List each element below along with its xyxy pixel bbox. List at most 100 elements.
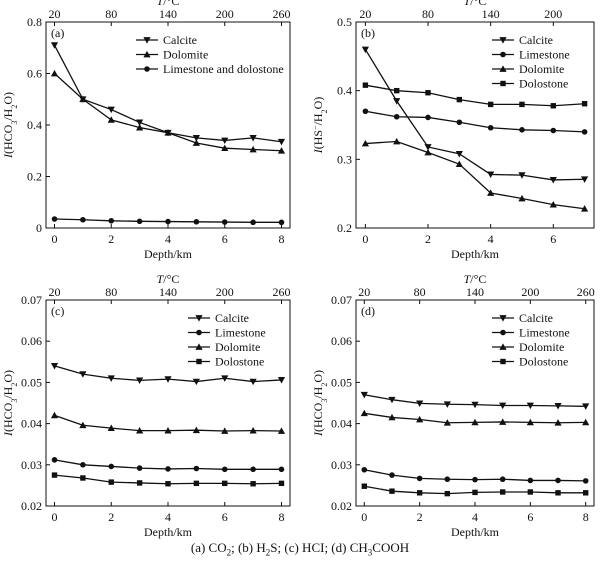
series-line (365, 84, 585, 107)
data-point (425, 114, 431, 121)
legend-marker (500, 358, 506, 365)
series-dolostone (362, 82, 588, 109)
top-tick-label: 80 (105, 7, 117, 21)
data-point (554, 419, 562, 426)
chart-panel-d: 0 2 4 6 8 20 80 140 200 260 T/°C 0.02 0.03 0.04 0.05 0.… (311, 272, 595, 539)
x-axis-label: Depth/km (451, 247, 500, 261)
data-point (389, 488, 395, 494)
top-tick-label: 140 (482, 7, 500, 21)
data-point (136, 123, 144, 131)
data-point (193, 480, 200, 487)
data-point (360, 391, 368, 399)
y-tick-label: 0.07 (21, 293, 42, 307)
panel-label: (c) (51, 304, 64, 318)
data-point (277, 427, 286, 434)
caption-b: ; (b) H (231, 540, 266, 555)
data-point (278, 219, 285, 226)
y-tick-label: 0.06 (331, 334, 352, 348)
data-point (519, 127, 525, 133)
data-point (165, 466, 171, 472)
legend-marker (499, 65, 507, 72)
top-tick-label: 200 (216, 7, 234, 21)
data-point (499, 418, 507, 425)
data-point (393, 98, 401, 105)
legend-marker (500, 329, 506, 336)
data-point (527, 477, 534, 484)
x-tick-label: 0 (52, 510, 58, 524)
top-tick-label: 200 (521, 285, 539, 299)
legend-entry: Calcite (163, 33, 197, 47)
legend-entry: Dolomite (163, 48, 208, 62)
data-point (249, 427, 257, 434)
data-point (456, 96, 463, 103)
x-tick-label: 4 (488, 232, 494, 246)
data-point (526, 418, 534, 426)
legend-marker (196, 358, 202, 365)
series-limestone-and-dolostone (51, 216, 285, 226)
legend-entry: Calcite (519, 311, 553, 325)
y-tick-label: 0.05 (331, 375, 352, 389)
data-point (394, 87, 400, 94)
y-tick-label: 0.03 (21, 458, 42, 472)
data-point (249, 145, 257, 153)
data-point (554, 403, 562, 410)
y-tick-label: 0.6 (27, 67, 42, 81)
panel-label: (d) (361, 304, 375, 318)
data-point (487, 189, 495, 196)
data-point (51, 457, 58, 463)
y-axis-label: I(HCO3/H2O) (311, 370, 329, 437)
series-dolomite (360, 409, 590, 426)
data-point (362, 82, 369, 88)
x-tick-label: 6 (550, 232, 556, 246)
data-point (388, 396, 396, 404)
x-tick-label: 6 (222, 232, 228, 246)
data-point (499, 476, 506, 483)
data-point (455, 160, 463, 168)
caption-b-sub: 2 (265, 547, 271, 558)
data-point (581, 176, 589, 183)
data-point (221, 375, 229, 382)
data-point (107, 116, 115, 123)
y-tick-label: 0 (36, 221, 42, 235)
top-axis-title: T/°C (157, 272, 180, 286)
x-tick-label: 8 (278, 232, 284, 246)
data-point (555, 477, 561, 484)
data-point (526, 402, 534, 410)
data-point (249, 134, 257, 142)
series-line (365, 140, 585, 210)
data-point (499, 402, 507, 410)
legend-entry: Limestone (519, 326, 570, 340)
y-tick-label: 0.4 (337, 84, 352, 98)
legend-entry: Dolomite (215, 340, 260, 354)
data-point (277, 138, 286, 146)
x-tick-label: 0 (52, 232, 58, 246)
legend-marker (499, 315, 507, 322)
series-calcite (50, 363, 286, 386)
data-point (388, 413, 396, 421)
data-point (518, 194, 526, 202)
data-point (136, 480, 143, 486)
data-point (443, 401, 451, 408)
data-point (193, 219, 200, 225)
data-point (550, 127, 557, 134)
data-point (192, 378, 200, 386)
y-tick-label: 0.4 (27, 118, 42, 132)
data-point (277, 377, 286, 384)
data-point (472, 489, 478, 496)
legend-entry: Dolomite (519, 340, 564, 354)
data-point (550, 103, 556, 109)
top-tick-label: 260 (272, 7, 290, 21)
legend-marker (196, 329, 202, 336)
x-tick-label: 2 (108, 510, 114, 524)
data-point (192, 139, 200, 146)
panel-label: (b) (361, 26, 375, 40)
y-axis-label: I(HCO3/H2O) (1, 92, 19, 159)
top-tick-label: 200 (544, 7, 562, 21)
data-point (136, 465, 143, 471)
data-point (80, 462, 86, 468)
top-tick-label: 200 (216, 285, 234, 299)
data-point (424, 144, 432, 151)
data-point (361, 139, 369, 147)
